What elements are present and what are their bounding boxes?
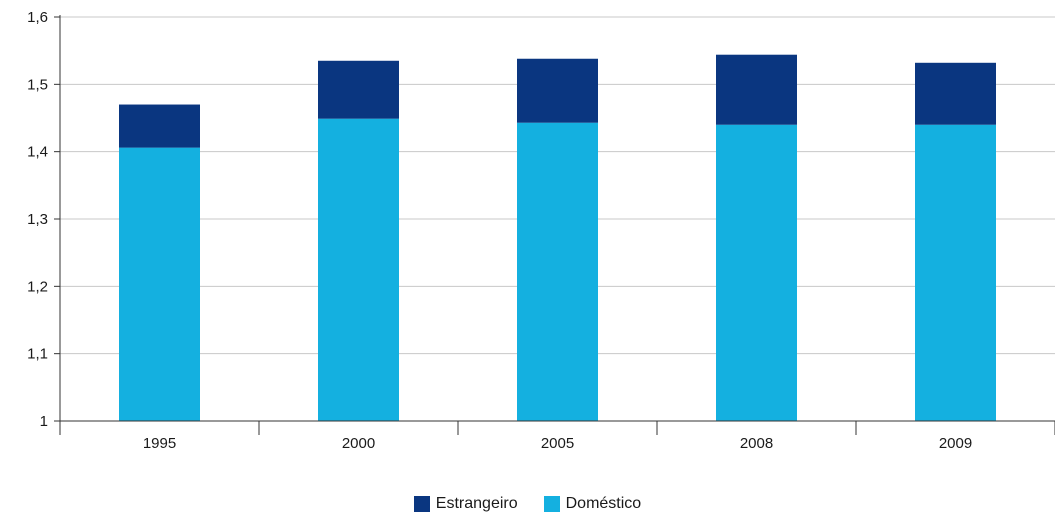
y-tick-label: 1,4	[27, 144, 48, 161]
y-axis-ticks: 1 1,1 1,2 1,3 1,4 1,5 1,6	[27, 9, 60, 430]
legend: Estrangeiro Doméstico	[0, 495, 1055, 513]
bar-domstico-2005	[517, 122, 598, 422]
bar-domstico-2008	[716, 124, 797, 421]
legend-swatch-domestico	[543, 496, 560, 512]
legend-label-domestico: Doméstico	[565, 495, 642, 512]
legend-item-estrangeiro: Estrangeiro	[413, 495, 518, 513]
bars	[119, 54, 996, 422]
x-tick-label: 2009	[939, 435, 972, 452]
bar-estrangeiro-2008	[716, 54, 797, 125]
legend-swatch-estrangeiro	[413, 496, 430, 512]
y-tick-label: 1,2	[27, 278, 48, 295]
bar-estrangeiro-2000	[318, 60, 399, 119]
legend-item-domestico: Doméstico	[543, 495, 642, 513]
y-tick-label: 1,6	[27, 9, 48, 26]
x-tick-label: 2000	[342, 435, 375, 452]
bar-domstico-2000	[318, 118, 399, 421]
bar-estrangeiro-2009	[915, 62, 996, 125]
y-tick-label: 1,3	[27, 211, 48, 228]
x-axis-ticks: 1995 2000 2005 2008 2009	[59, 421, 1055, 452]
x-tick-label: 1995	[143, 435, 176, 452]
legend-label-estrangeiro: Estrangeiro	[435, 495, 518, 512]
bar-domstico-2009	[915, 124, 996, 421]
bar-domstico-1995	[119, 147, 200, 422]
y-tick-label: 1,5	[27, 76, 48, 93]
x-tick-label: 2005	[541, 435, 574, 452]
bar-estrangeiro-2005	[517, 58, 598, 123]
y-tick-label: 1,1	[27, 346, 48, 363]
x-tick-label: 2008	[740, 435, 773, 452]
y-tick-label: 1	[40, 413, 48, 430]
bar-estrangeiro-1995	[119, 104, 200, 148]
